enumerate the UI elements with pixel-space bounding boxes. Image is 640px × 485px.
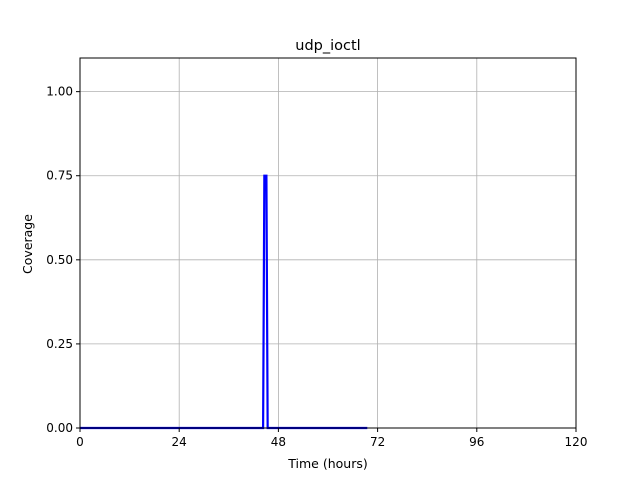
y-tick-label: 0.50 (46, 253, 73, 267)
x-tick-label: 96 (469, 435, 484, 449)
axes-frame (79, 57, 577, 429)
chart-title: udp_ioctl (295, 38, 360, 54)
x-axis-label: Time (hours) (287, 456, 367, 471)
y-axis-label: Coverage (20, 214, 35, 274)
x-tick-label: 120 (565, 435, 588, 449)
y-tick-label: 0.00 (46, 421, 73, 435)
y-tick-label: 0.75 (46, 169, 73, 183)
y-tick-label: 1.00 (46, 85, 73, 99)
plot-area (76, 57, 577, 432)
x-tick-label: 0 (76, 435, 84, 449)
x-tick-label: 72 (370, 435, 385, 449)
x-tick-label: 48 (271, 435, 286, 449)
x-tick-label: 24 (172, 435, 187, 449)
y-tick-label: 0.25 (46, 337, 73, 351)
